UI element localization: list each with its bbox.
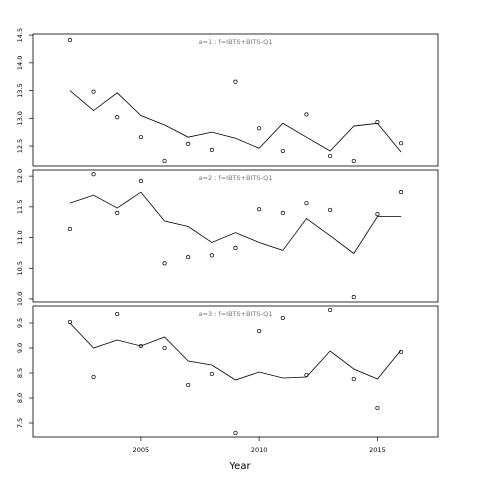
observation — [91, 374, 96, 380]
fit-line — [69, 90, 402, 153]
panel-title: a=1 : f=IBTS+BITS-Q1 — [199, 38, 273, 46]
y-tick-label: 13.0 — [16, 111, 24, 125]
observation — [67, 226, 72, 231]
y-tick-label: 8.5 — [16, 368, 24, 378]
observation — [162, 158, 167, 164]
observation — [257, 207, 262, 212]
y-tick-label: 7.5 — [16, 418, 24, 428]
x-tick-label: 2015 — [369, 446, 386, 454]
observation — [233, 79, 238, 84]
observation — [233, 430, 238, 436]
observation — [304, 201, 309, 206]
x-axis-label: Year — [228, 461, 251, 472]
observation — [351, 158, 356, 164]
y-tick-label: 9.5 — [16, 318, 24, 328]
y-tick-label: 14.5 — [16, 28, 24, 42]
observation — [375, 405, 380, 411]
observation — [162, 345, 167, 351]
y-tick-label: 12.5 — [16, 139, 24, 153]
panel-title: a=3 : f=IBTS+BITS-Q1 — [199, 310, 273, 318]
y-tick-label: 11.5 — [16, 200, 24, 214]
observation — [399, 141, 404, 146]
observation — [186, 382, 191, 388]
panel-frame — [32, 169, 439, 303]
observation — [115, 210, 120, 216]
observation — [399, 190, 404, 195]
observation — [209, 253, 214, 258]
fit-line — [69, 191, 402, 255]
observation — [138, 343, 143, 349]
observation — [328, 307, 333, 313]
y-tick-label: 14.0 — [16, 56, 24, 70]
x-tick-label: 2005 — [133, 446, 150, 454]
observation — [91, 89, 96, 94]
observation — [67, 38, 72, 43]
observation — [375, 212, 380, 217]
observation — [138, 179, 143, 184]
y-tick-label: 10.0 — [16, 292, 24, 306]
observation — [280, 315, 285, 321]
observation — [162, 261, 167, 266]
observation — [233, 245, 238, 251]
y-tick-label: 12.0 — [16, 169, 24, 183]
observation — [257, 328, 262, 334]
observation — [257, 126, 262, 131]
observation — [115, 311, 120, 317]
observation — [280, 210, 285, 216]
y-tick-label: 11.0 — [16, 230, 24, 244]
panel-title: a=2 : f=IBTS+BITS-Q1 — [199, 174, 273, 182]
observation — [91, 172, 96, 177]
observation — [209, 147, 214, 152]
observation — [186, 255, 191, 260]
observation — [115, 115, 120, 120]
observation — [280, 148, 285, 154]
observation — [67, 319, 72, 325]
observation — [138, 135, 143, 140]
observation — [186, 141, 191, 146]
observation — [209, 371, 214, 377]
observation — [304, 112, 309, 117]
x-tick-label: 2010 — [251, 446, 268, 454]
observation — [351, 295, 356, 300]
observation — [328, 207, 333, 212]
panel-frame — [32, 33, 439, 167]
y-tick-label: 10.5 — [16, 261, 24, 275]
y-tick-label: 8.0 — [16, 393, 24, 403]
observation — [328, 153, 333, 159]
y-tick-label: 13.5 — [16, 83, 24, 97]
fit-line — [69, 322, 402, 381]
observation — [351, 376, 356, 382]
panel-frame — [32, 305, 439, 438]
y-tick-label: 9.0 — [16, 343, 24, 353]
